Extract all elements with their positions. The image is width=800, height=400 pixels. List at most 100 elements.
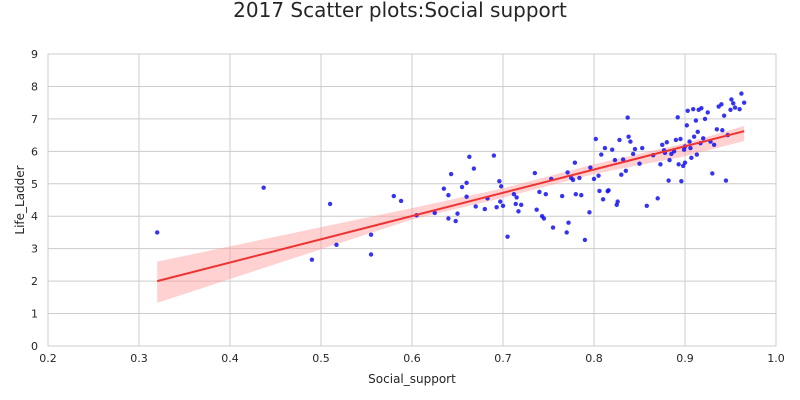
data-point xyxy=(688,145,693,151)
y-axis-label: Life_Ladder xyxy=(13,165,27,234)
data-point xyxy=(644,203,649,209)
data-point xyxy=(572,160,578,165)
data-point xyxy=(550,225,556,230)
data-point xyxy=(729,97,734,102)
data-point xyxy=(625,115,630,120)
data-point xyxy=(334,242,339,247)
x-tick-label: 0.4 xyxy=(221,352,239,365)
regression-line xyxy=(156,130,745,283)
data-point xyxy=(732,105,738,110)
data-point xyxy=(669,151,674,157)
data-point xyxy=(577,175,582,181)
x-tick-label: 0.8 xyxy=(585,352,603,365)
data-point xyxy=(564,230,569,235)
data-point xyxy=(309,257,315,262)
data-point xyxy=(582,237,588,243)
data-point xyxy=(261,185,266,190)
data-point xyxy=(570,177,576,183)
data-point xyxy=(702,116,708,122)
y-tick-label: 9 xyxy=(31,48,38,61)
data-point xyxy=(532,170,538,176)
data-point xyxy=(628,139,633,144)
data-point xyxy=(534,207,539,212)
data-point xyxy=(667,157,672,163)
data-point xyxy=(573,191,578,197)
data-point xyxy=(516,209,521,214)
data-point xyxy=(731,101,736,106)
data-point xyxy=(464,194,469,199)
data-point xyxy=(679,178,684,184)
data-point xyxy=(711,142,717,148)
data-point xyxy=(565,170,570,175)
data-point xyxy=(368,252,374,257)
data-point xyxy=(448,171,454,177)
data-point xyxy=(519,202,524,208)
data-point xyxy=(498,184,504,189)
data-point xyxy=(664,140,669,145)
data-point xyxy=(498,199,503,204)
data-point xyxy=(617,137,622,143)
y-tick-label: 1 xyxy=(31,308,38,321)
y-axis-ticks: 0 1 2 3 4 5 6 7 8 9 xyxy=(31,48,38,353)
data-point xyxy=(513,201,518,207)
data-point xyxy=(739,91,744,96)
data-point xyxy=(566,220,571,225)
data-point xyxy=(678,136,683,142)
data-point xyxy=(327,201,333,207)
data-point xyxy=(690,106,696,112)
data-point xyxy=(685,108,690,113)
data-point xyxy=(482,206,487,212)
data-point xyxy=(619,172,624,177)
data-point xyxy=(721,113,727,118)
data-point xyxy=(632,146,638,152)
data-point xyxy=(446,216,451,221)
x-tick-label: 0.9 xyxy=(676,352,694,365)
data-point xyxy=(689,155,694,161)
data-point xyxy=(694,152,700,157)
data-point xyxy=(606,188,611,193)
data-point xyxy=(391,193,396,199)
y-tick-label: 7 xyxy=(31,113,38,126)
data-point xyxy=(541,216,547,221)
data-point xyxy=(675,115,680,120)
data-point xyxy=(455,211,460,216)
x-tick-label: 0.7 xyxy=(494,352,512,365)
data-point xyxy=(655,196,660,201)
data-point xyxy=(597,188,602,194)
data-point xyxy=(500,203,506,209)
data-point xyxy=(737,106,742,112)
x-axis-label: Social_support xyxy=(368,372,456,386)
y-tick-label: 6 xyxy=(31,145,38,158)
y-tick-label: 4 xyxy=(31,210,38,223)
y-tick-label: 5 xyxy=(31,178,38,191)
data-points xyxy=(155,91,747,262)
data-point xyxy=(676,162,681,167)
data-point xyxy=(710,171,715,176)
data-point xyxy=(459,184,465,190)
data-point xyxy=(705,110,710,115)
x-tick-label: 0.2 xyxy=(39,352,57,365)
y-tick-label: 2 xyxy=(31,275,38,288)
x-tick-label: 0.3 xyxy=(130,352,148,365)
data-point xyxy=(596,173,601,178)
data-point xyxy=(666,178,671,183)
y-tick-label: 3 xyxy=(31,243,38,256)
x-tick-label: 1.0 xyxy=(767,352,785,365)
data-point xyxy=(630,151,636,157)
data-point xyxy=(699,105,704,111)
data-point xyxy=(660,142,665,148)
data-point xyxy=(602,145,608,151)
x-tick-label: 0.6 xyxy=(403,352,421,365)
chart-title: 2017 Scatter plots:Social support xyxy=(233,0,567,22)
data-point xyxy=(658,162,663,167)
data-point xyxy=(491,153,497,158)
data-point xyxy=(494,204,499,210)
data-point xyxy=(612,157,618,163)
confidence-band-layer xyxy=(157,126,745,303)
data-point xyxy=(497,178,502,184)
data-point xyxy=(695,129,700,135)
data-point xyxy=(505,234,510,239)
data-point xyxy=(626,134,631,139)
data-point xyxy=(453,218,458,224)
